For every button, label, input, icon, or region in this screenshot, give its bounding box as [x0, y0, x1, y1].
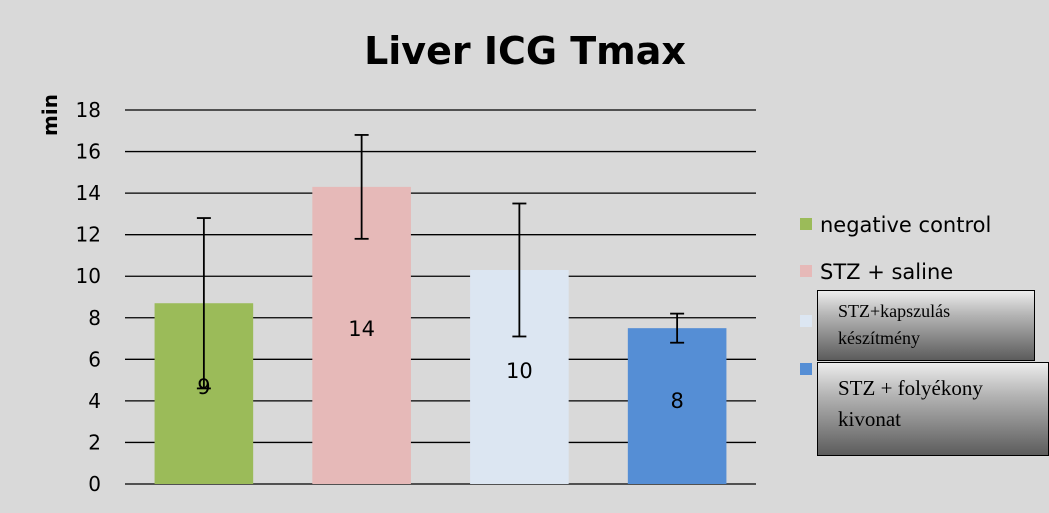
error-bar	[354, 134, 369, 240]
legend-overlay-box-liquid: STZ + folyékony kivonat	[817, 362, 1049, 456]
legend-swatch	[800, 265, 812, 277]
y-tick-label: 16	[76, 140, 101, 164]
error-bar	[512, 202, 527, 338]
y-tick-label: 14	[76, 181, 101, 205]
y-tick-label: 10	[76, 264, 101, 288]
y-tick-label: 8	[88, 306, 101, 330]
y-tick-label: 6	[88, 347, 101, 371]
chart-title: Liver ICG Tmax	[364, 29, 686, 73]
legend-swatch	[800, 363, 812, 375]
data-label: 8	[670, 389, 683, 413]
legend: negative control STZ + saline	[800, 213, 991, 375]
y-axis-label: min	[38, 94, 62, 136]
y-tick-label: 2	[88, 430, 101, 454]
overlay-box1-line1: STZ+kapszulás	[838, 301, 951, 321]
legend-swatch	[800, 218, 812, 230]
error-bar	[196, 217, 211, 390]
y-axis-ticks: 0 2 4 6 8 10 12 14 16 18	[76, 98, 101, 496]
overlay-box2-line1: STZ + folyékony	[838, 376, 983, 400]
legend-label: STZ + saline	[820, 260, 953, 284]
data-labels: 9 14 10 8	[197, 317, 684, 413]
bars	[154, 186, 727, 484]
legend-label: negative control	[820, 213, 991, 237]
overlay-box2-line2: kivonat	[838, 407, 901, 431]
data-label: 14	[348, 317, 375, 341]
y-tick-label: 4	[88, 389, 101, 413]
error-bar	[670, 312, 685, 344]
data-label: 10	[506, 359, 533, 383]
error-bars	[196, 134, 685, 390]
bar	[627, 328, 727, 484]
legend-swatch	[800, 315, 812, 327]
y-tick-label: 12	[76, 223, 101, 247]
y-tick-label: 0	[88, 472, 101, 496]
data-label: 9	[197, 375, 210, 399]
overlay-box1-line2: készítmény	[838, 328, 920, 348]
y-tick-label: 18	[76, 98, 101, 122]
legend-overlay-box-capsule: STZ+kapszulás készítmény	[817, 290, 1035, 361]
